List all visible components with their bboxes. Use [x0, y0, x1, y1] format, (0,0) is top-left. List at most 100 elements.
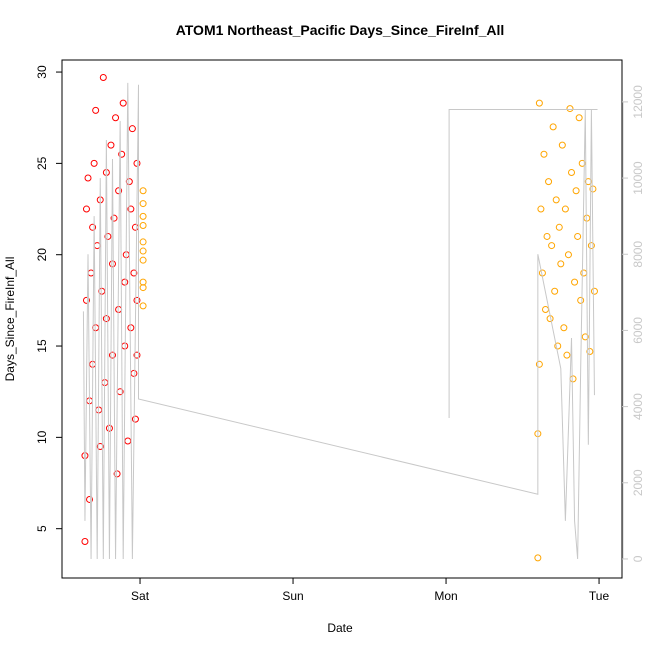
y-tick-label: 30	[35, 65, 49, 79]
data-point	[113, 470, 121, 478]
data-point	[104, 232, 112, 240]
y2-tick-label: 6000	[631, 317, 645, 344]
data-point	[555, 223, 563, 231]
data-point	[587, 242, 595, 250]
plot-frame	[61, 59, 623, 579]
y2-tick-label: 0	[631, 555, 645, 562]
data-point	[561, 205, 569, 213]
data-point	[551, 287, 559, 295]
data-point	[125, 178, 133, 186]
data-point	[568, 169, 576, 177]
data-point	[534, 554, 542, 562]
data-point	[571, 278, 579, 286]
data-point	[581, 333, 589, 341]
data-point	[552, 196, 560, 204]
data-point	[139, 302, 147, 310]
data-point	[535, 99, 543, 107]
data-point	[139, 284, 147, 292]
data-point	[545, 178, 553, 186]
data-point	[139, 256, 147, 264]
data-point	[577, 296, 585, 304]
data-point	[130, 369, 138, 377]
data-point	[543, 232, 551, 240]
data-point	[108, 260, 116, 268]
data-point	[580, 269, 588, 277]
y2-tick-label: 4000	[631, 393, 645, 420]
data-point	[549, 123, 557, 131]
data-point	[563, 351, 571, 359]
data-point	[584, 178, 592, 186]
data-point	[560, 324, 568, 332]
data-line	[82, 82, 598, 559]
data-point	[590, 287, 598, 295]
data-point	[133, 296, 141, 304]
x-tick-label: Sun	[282, 589, 303, 603]
data-point	[572, 187, 580, 195]
data-point	[96, 442, 104, 450]
data-point	[127, 205, 135, 213]
data-point	[566, 105, 574, 113]
y2-tick-label: 12000	[631, 85, 645, 119]
data-point	[107, 141, 115, 149]
y-axis-label: Days_Since_FireInf_All	[3, 257, 17, 382]
data-point	[112, 114, 120, 122]
y2-tick-label: 8000	[631, 241, 645, 268]
x-tick-label: Tue	[589, 589, 610, 603]
data-point	[89, 223, 97, 231]
data-point	[586, 348, 594, 356]
data-point	[575, 114, 583, 122]
data-point	[127, 324, 135, 332]
data-point	[108, 351, 116, 359]
data-point	[589, 185, 597, 193]
data-point	[139, 278, 147, 286]
data-point	[548, 242, 556, 250]
x-tick-label: Sat	[131, 589, 150, 603]
data-point	[541, 306, 549, 314]
chart-title: ATOM1 Northeast_Pacific Days_Since_FireI…	[176, 22, 505, 38]
data-point	[82, 296, 90, 304]
data-point	[574, 232, 582, 240]
data-point	[82, 205, 90, 213]
data-point	[118, 150, 126, 158]
data-point	[86, 495, 94, 503]
y-tick-label: 15	[35, 339, 49, 353]
data-point	[119, 99, 127, 107]
data-point	[139, 238, 147, 246]
x-tick-label: Mon	[434, 589, 457, 603]
data-point	[84, 174, 92, 182]
y-tick-label: 10	[35, 430, 49, 444]
y-tick-label: 20	[35, 248, 49, 262]
data-point	[131, 223, 139, 231]
data-point	[569, 375, 577, 383]
y-tick-label: 5	[35, 525, 49, 532]
data-point	[554, 342, 562, 350]
data-point	[121, 278, 129, 286]
data-point	[115, 187, 123, 195]
data-point	[105, 424, 113, 432]
data-point	[139, 247, 147, 255]
data-point	[139, 200, 147, 208]
data-point	[81, 537, 89, 545]
data-point	[130, 269, 138, 277]
data-point	[131, 415, 139, 423]
data-point	[537, 205, 545, 213]
data-point	[564, 251, 572, 259]
data-point	[121, 342, 129, 350]
data-point	[133, 351, 141, 359]
data-point	[139, 187, 147, 195]
data-point	[139, 212, 147, 220]
x-axis-label: Date	[327, 621, 353, 635]
data-point	[110, 214, 118, 222]
y2-tick-label: 10000	[631, 161, 645, 195]
data-point	[92, 106, 100, 114]
data-point	[99, 74, 107, 82]
data-point	[578, 159, 586, 167]
data-point	[583, 214, 591, 222]
data-point	[124, 437, 132, 445]
data-point	[540, 150, 548, 158]
data-point	[535, 360, 543, 368]
data-point	[558, 141, 566, 149]
y2-tick-label: 2000	[631, 469, 645, 496]
data-point	[139, 221, 147, 229]
